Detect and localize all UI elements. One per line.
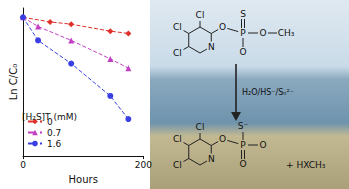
svg-text:[H₂S]T (mM): [H₂S]T (mM) bbox=[22, 112, 77, 122]
svg-text:Cl: Cl bbox=[173, 160, 182, 170]
svg-text:P: P bbox=[240, 28, 246, 38]
svg-text:O: O bbox=[239, 159, 246, 169]
svg-text:0: 0 bbox=[47, 116, 53, 127]
svg-text:Cl: Cl bbox=[173, 134, 182, 144]
svg-text:O: O bbox=[219, 22, 226, 32]
svg-text:CH₃: CH₃ bbox=[278, 28, 295, 38]
svg-text:Cl: Cl bbox=[173, 48, 182, 58]
svg-text:Cl: Cl bbox=[196, 10, 205, 20]
svg-text:S: S bbox=[240, 9, 246, 19]
svg-text:1.6: 1.6 bbox=[47, 139, 62, 149]
svg-text:Cl: Cl bbox=[173, 22, 182, 32]
svg-text:O: O bbox=[259, 140, 266, 150]
svg-text:O: O bbox=[219, 134, 226, 144]
svg-text:H₂O/HS⁻/Sₙ²⁻: H₂O/HS⁻/Sₙ²⁻ bbox=[242, 88, 294, 97]
svg-text:200: 200 bbox=[135, 160, 152, 170]
svg-text:+ HXCH₃: + HXCH₃ bbox=[286, 160, 326, 170]
svg-text:N: N bbox=[208, 154, 215, 164]
svg-text:Cl: Cl bbox=[196, 122, 205, 132]
svg-text:0.7: 0.7 bbox=[47, 128, 61, 138]
svg-text:O: O bbox=[259, 28, 266, 38]
svg-text:S⁻: S⁻ bbox=[238, 121, 249, 131]
svg-text:N: N bbox=[208, 42, 215, 52]
svg-text:Hours: Hours bbox=[69, 174, 98, 185]
svg-text:O: O bbox=[239, 47, 246, 57]
svg-text:Ln C/C₀: Ln C/C₀ bbox=[8, 64, 19, 100]
svg-text:P: P bbox=[240, 140, 246, 150]
svg-text:0: 0 bbox=[20, 160, 26, 170]
